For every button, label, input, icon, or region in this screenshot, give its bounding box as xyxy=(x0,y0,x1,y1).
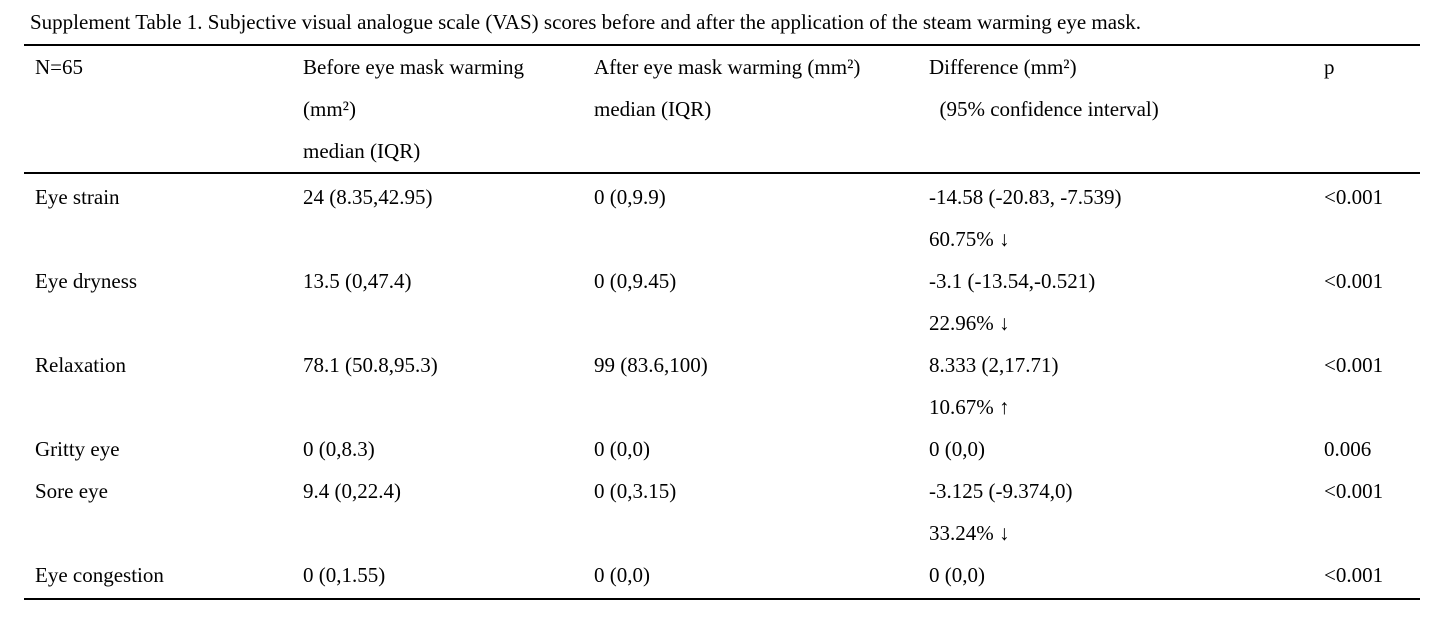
p-value: <0.001 xyxy=(1324,563,1384,587)
after-value: 99 (83.6,100) xyxy=(594,353,708,377)
table-row: Sore eye 9.4 (0,22.4) 0 (0,3.15) -3.125 … xyxy=(24,470,1420,554)
difference-value: -14.58 (-20.83, -7.539) 60.75% ↓ xyxy=(929,173,1324,260)
p-value: <0.001 xyxy=(1324,269,1384,293)
p-value: <0.001 xyxy=(1324,479,1384,503)
row-label: Eye strain xyxy=(35,185,120,209)
col-header-n: N=65 xyxy=(24,45,303,174)
before-value: 24 (8.35,42.95) xyxy=(303,185,433,209)
col-header-p: p xyxy=(1324,45,1420,174)
before-value: 0 (0,1.55) xyxy=(303,563,386,587)
difference-line: 8.333 (2,17.71) xyxy=(929,353,1059,377)
p-value: <0.001 xyxy=(1324,353,1384,377)
col-header-after: After eye mask warming (mm²) median (IQR… xyxy=(594,45,929,174)
table-row: Eye congestion 0 (0,1.55) 0 (0,0) 0 (0,0… xyxy=(24,554,1420,599)
before-value: 0 (0,8.3) xyxy=(303,437,375,461)
difference-value: -3.1 (-13.54,-0.521) 22.96% ↓ xyxy=(929,260,1324,344)
p-value: 0.006 xyxy=(1324,437,1372,461)
row-label: Eye congestion xyxy=(35,563,164,587)
table-row: Eye dryness 13.5 (0,47.4) 0 (0,9.45) -3.… xyxy=(24,260,1420,344)
difference-value: 0 (0,0) xyxy=(929,554,1324,599)
difference-percent-line: 10.67% ↑ xyxy=(929,395,1010,419)
header-line: (95% confidence interval) xyxy=(929,97,1159,121)
header-line: median (IQR) xyxy=(594,97,712,121)
header-line: median (IQR) xyxy=(303,139,421,163)
table-row: Relaxation 78.1 (50.8,95.3) 99 (83.6,100… xyxy=(24,344,1420,428)
difference-value: 8.333 (2,17.71) 10.67% ↑ xyxy=(929,344,1324,428)
difference-value: 0 (0,0) xyxy=(929,428,1324,470)
col-header-difference: Difference (mm²) (95% confidence interva… xyxy=(929,45,1324,174)
row-label: Eye dryness xyxy=(35,269,138,293)
difference-line: -3.1 (-13.54,-0.521) xyxy=(929,269,1096,293)
after-value: 0 (0,9.45) xyxy=(594,269,677,293)
table-row: Eye strain 24 (8.35,42.95) 0 (0,9.9) -14… xyxy=(24,173,1420,260)
header-line: Difference (mm²) xyxy=(929,55,1077,79)
difference-line: 0 (0,0) xyxy=(929,563,985,587)
header-row: N=65 Before eye mask warming (mm²) media… xyxy=(24,45,1420,174)
header-line: (mm²) xyxy=(303,97,356,121)
difference-value: -3.125 (-9.374,0) 33.24% ↓ xyxy=(929,470,1324,554)
table-caption: Supplement Table 1. Subjective visual an… xyxy=(30,10,1141,34)
row-label: Relaxation xyxy=(35,353,126,377)
header-line: After eye mask warming (mm²) xyxy=(594,55,861,79)
header-line: Before eye mask warming xyxy=(303,55,525,79)
after-value: 0 (0,3.15) xyxy=(594,479,677,503)
before-value: 13.5 (0,47.4) xyxy=(303,269,412,293)
col-header-before: Before eye mask warming (mm²) median (IQ… xyxy=(303,45,594,174)
before-value: 9.4 (0,22.4) xyxy=(303,479,401,503)
header-line: N=65 xyxy=(35,55,84,79)
difference-percent-line: 33.24% ↓ xyxy=(929,521,1010,545)
difference-line: 0 (0,0) xyxy=(929,437,985,461)
difference-line: -14.58 (-20.83, -7.539) xyxy=(929,185,1122,209)
p-value: <0.001 xyxy=(1324,185,1384,209)
difference-percent-line: 60.75% ↓ xyxy=(929,227,1010,251)
row-label: Gritty eye xyxy=(35,437,120,461)
vas-scores-table: N=65 Before eye mask warming (mm²) media… xyxy=(24,44,1420,600)
after-value: 0 (0,9.9) xyxy=(594,185,666,209)
header-line: p xyxy=(1324,55,1335,79)
table-row: Gritty eye 0 (0,8.3) 0 (0,0) 0 (0,0) 0.0… xyxy=(24,428,1420,470)
after-value: 0 (0,0) xyxy=(594,563,650,587)
difference-line: -3.125 (-9.374,0) xyxy=(929,479,1073,503)
row-label: Sore eye xyxy=(35,479,108,503)
difference-percent-line: 22.96% ↓ xyxy=(929,311,1010,335)
after-value: 0 (0,0) xyxy=(594,437,650,461)
before-value: 78.1 (50.8,95.3) xyxy=(303,353,438,377)
